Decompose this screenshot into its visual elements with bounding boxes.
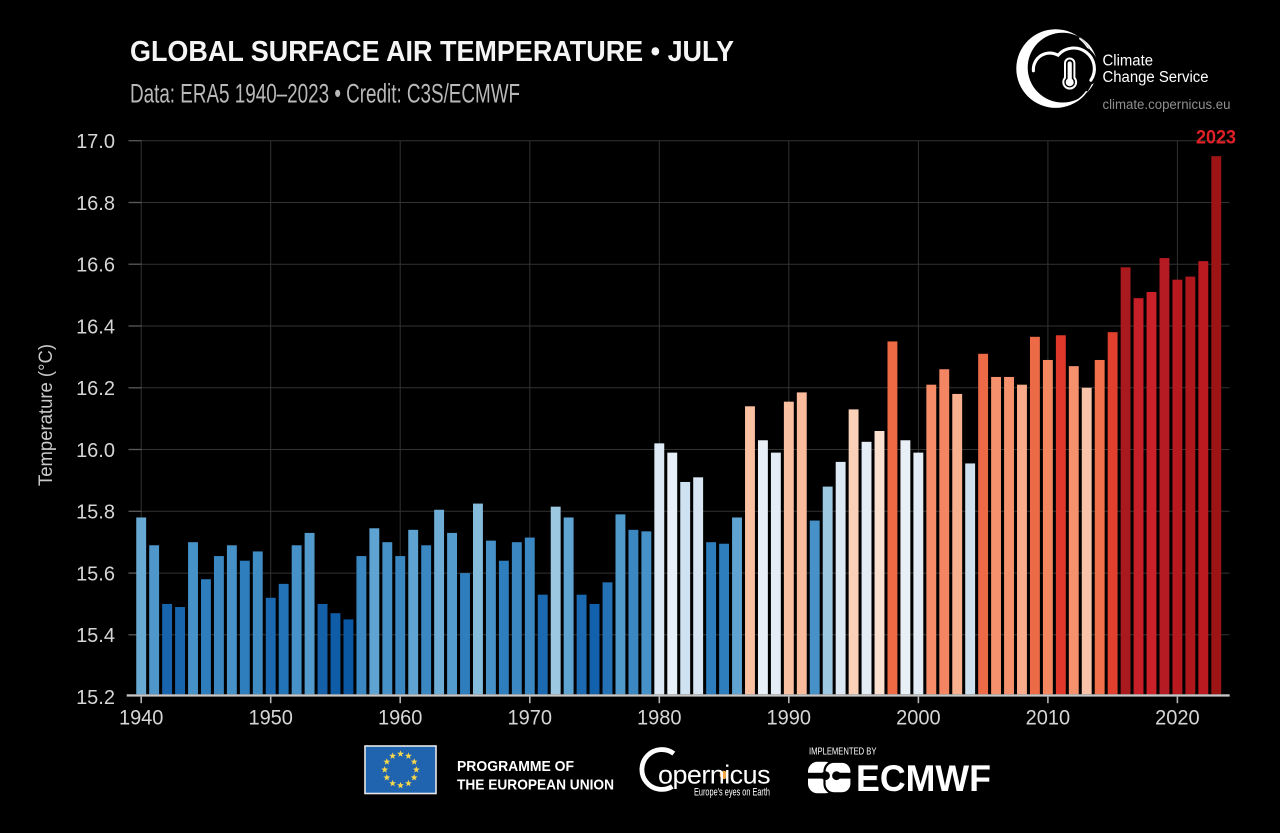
svg-text:17.0: 17.0 <box>76 131 115 153</box>
svg-text:1960: 1960 <box>378 707 423 730</box>
svg-text:Change Service: Change Service <box>1103 69 1209 86</box>
svg-text:Temperature (°C): Temperature (°C) <box>36 344 57 486</box>
svg-text:2010: 2010 <box>1026 707 1071 730</box>
svg-text:Europe's eyes on Earth: Europe's eyes on Earth <box>694 787 770 799</box>
svg-text:15.6: 15.6 <box>76 563 115 585</box>
svg-text:1970: 1970 <box>508 707 553 730</box>
svg-text:16.8: 16.8 <box>76 193 115 215</box>
svg-text:16.4: 16.4 <box>76 316 115 338</box>
svg-text:ECMWF: ECMWF <box>856 758 991 799</box>
svg-text:GLOBAL SURFACE AIR TEMPERATURE: GLOBAL SURFACE AIR TEMPERATURE • JULY <box>130 36 734 68</box>
svg-text:16.6: 16.6 <box>76 255 115 277</box>
svg-text:Data: ERA5 1940–2023 • Credit:: Data: ERA5 1940–2023 • Credit: C3S/ECMWF <box>130 79 520 109</box>
svg-text:PROGRAMME OF: PROGRAMME OF <box>457 758 574 775</box>
svg-text:2023: 2023 <box>1196 128 1236 149</box>
svg-text:16.0: 16.0 <box>76 440 115 462</box>
svg-text:IMPLEMENTED BY: IMPLEMENTED BY <box>809 746 877 758</box>
svg-text:15.2: 15.2 <box>76 687 115 709</box>
svg-text:2020: 2020 <box>1155 707 1200 730</box>
svg-text:1950: 1950 <box>248 707 293 730</box>
svg-text:15.4: 15.4 <box>76 625 115 647</box>
svg-text:THE EUROPEAN UNION: THE EUROPEAN UNION <box>457 777 614 794</box>
svg-text:Climate: Climate <box>1103 53 1154 70</box>
svg-text:1980: 1980 <box>637 707 682 730</box>
svg-text:15.8: 15.8 <box>76 502 115 524</box>
svg-text:1940: 1940 <box>119 707 164 730</box>
svg-text:climate.copernicus.eu: climate.copernicus.eu <box>1103 97 1231 112</box>
svg-text:2000: 2000 <box>896 707 941 730</box>
svg-text:16.2: 16.2 <box>76 378 115 400</box>
svg-text:1990: 1990 <box>767 707 812 730</box>
svg-text:opernicus: opernicus <box>658 760 771 790</box>
